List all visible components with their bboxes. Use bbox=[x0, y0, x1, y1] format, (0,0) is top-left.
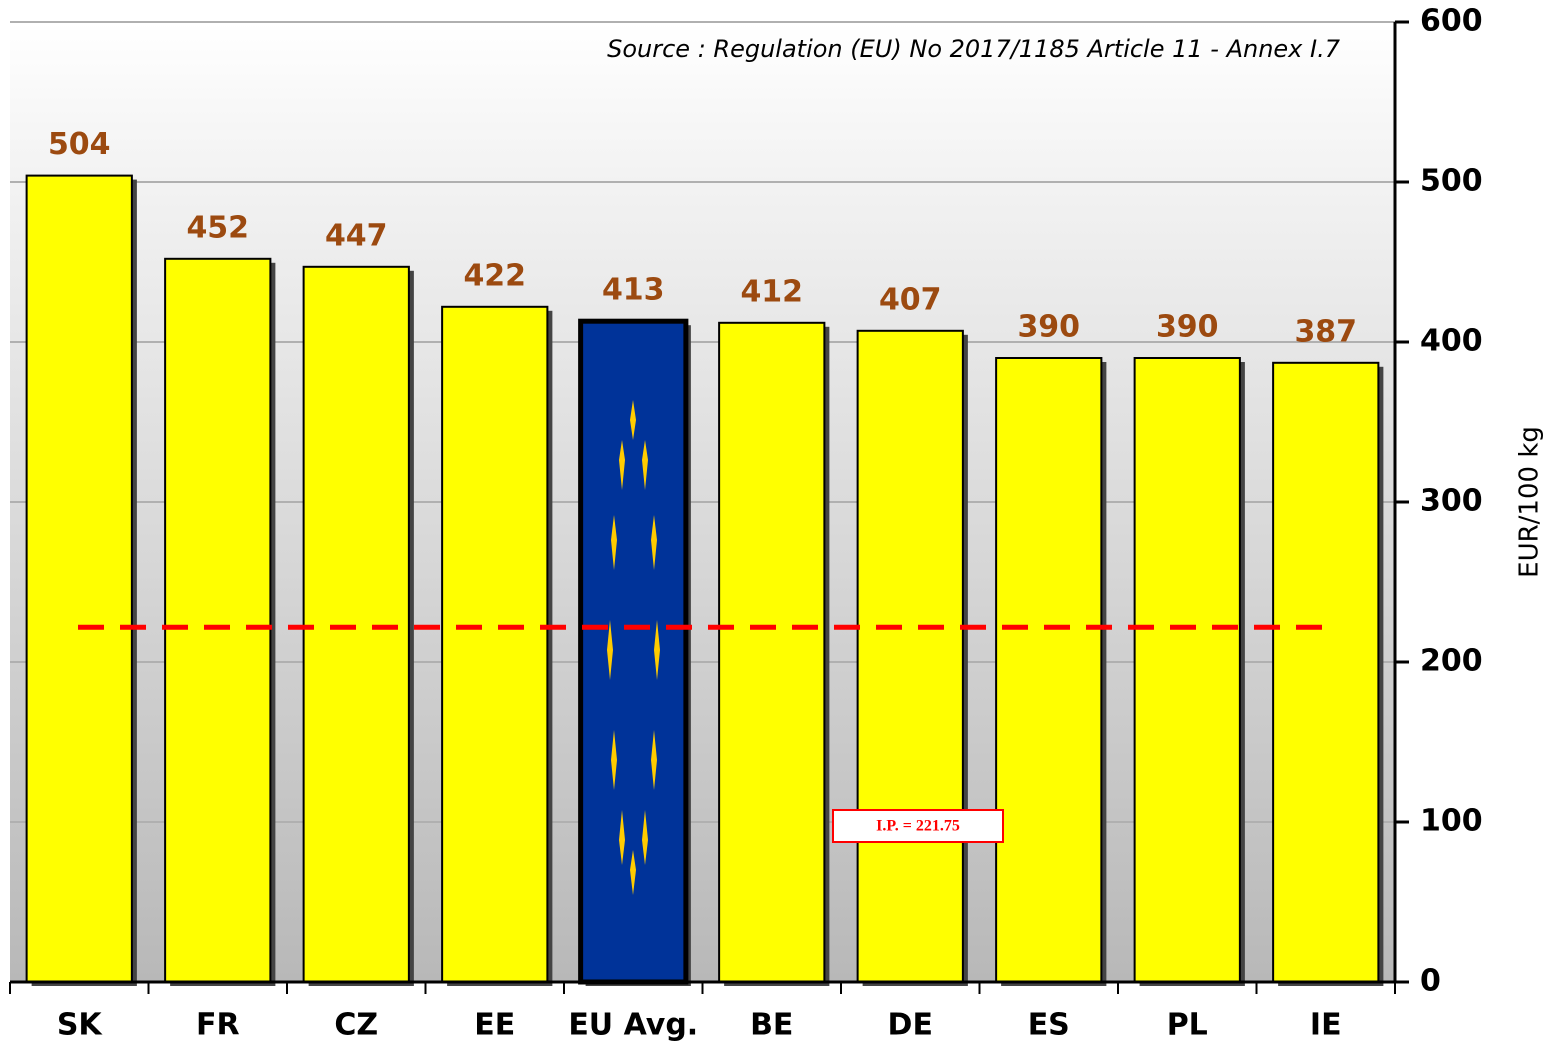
value-label: 447 bbox=[325, 218, 388, 253]
bar bbox=[1133, 357, 1241, 983]
value-label: 390 bbox=[1156, 310, 1219, 345]
y-tick-label: 300 bbox=[1420, 484, 1483, 519]
value-label: 413 bbox=[602, 273, 665, 308]
bar bbox=[302, 265, 410, 983]
bar bbox=[718, 321, 826, 983]
x-tick-label: FR bbox=[196, 1008, 240, 1043]
source-note: Source : Regulation (EU) No 2017/1185 Ar… bbox=[607, 35, 1341, 63]
bar bbox=[25, 174, 133, 984]
x-tick-label: EE bbox=[474, 1008, 515, 1043]
y-tick-label: 200 bbox=[1420, 644, 1483, 679]
bar bbox=[1272, 361, 1380, 983]
value-label: 390 bbox=[1017, 310, 1080, 345]
bar bbox=[995, 357, 1103, 983]
bar bbox=[856, 329, 964, 983]
x-tick-label: BE bbox=[750, 1008, 793, 1043]
reference-label: I.P. = 221.75 bbox=[876, 818, 960, 835]
bar bbox=[164, 257, 272, 983]
value-label: 407 bbox=[879, 282, 942, 317]
value-label: 412 bbox=[740, 274, 803, 309]
reference-label-box bbox=[832, 809, 1004, 843]
value-label: 387 bbox=[1294, 314, 1357, 349]
y-tick-label: 0 bbox=[1420, 964, 1441, 999]
y-tick-label: 500 bbox=[1420, 164, 1483, 199]
y-tick-label: 100 bbox=[1420, 804, 1483, 839]
x-tick-label: SK bbox=[57, 1008, 104, 1043]
x-tick-label: IE bbox=[1310, 1008, 1342, 1043]
bar bbox=[441, 305, 549, 983]
eu-stars bbox=[607, 400, 660, 895]
value-label: 452 bbox=[186, 210, 249, 245]
x-tick-label: PL bbox=[1167, 1008, 1208, 1043]
y-tick-label: 600 bbox=[1420, 4, 1483, 39]
x-tick-label: EU Avg. bbox=[568, 1008, 698, 1043]
x-tick-label: CZ bbox=[334, 1008, 378, 1043]
value-label: 422 bbox=[463, 258, 526, 293]
y-tick-label: 400 bbox=[1420, 324, 1483, 359]
x-tick-label: DE bbox=[888, 1008, 933, 1043]
value-label: 504 bbox=[48, 127, 111, 162]
x-tick-label: ES bbox=[1028, 1008, 1070, 1043]
y-axis-label: EUR/100 kg bbox=[1515, 426, 1545, 578]
